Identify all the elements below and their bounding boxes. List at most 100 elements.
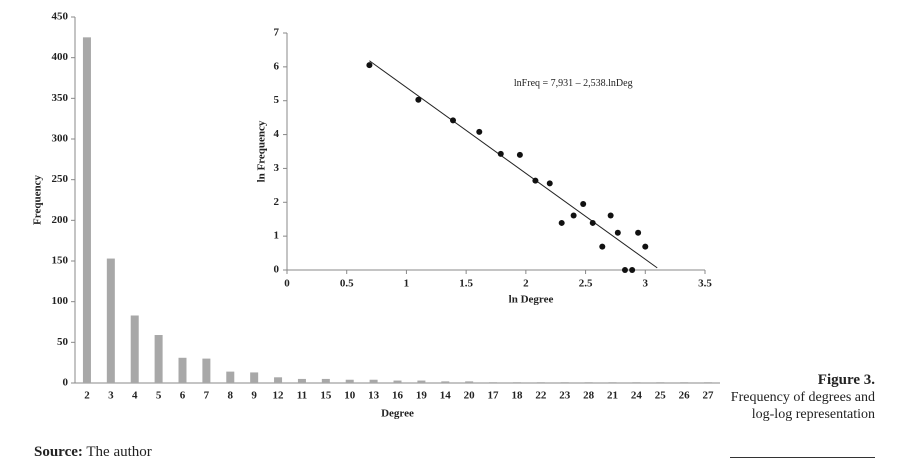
point xyxy=(599,243,606,250)
bar xyxy=(130,315,139,383)
bar xyxy=(465,381,474,383)
x-tick-label: 0 xyxy=(284,278,290,290)
y-tick-label: 1 xyxy=(274,230,280,242)
bar xyxy=(154,335,163,383)
x-tick-label: 3 xyxy=(108,390,114,402)
x-tick-label: 12 xyxy=(273,390,285,402)
bar xyxy=(608,382,617,383)
bar xyxy=(512,382,521,383)
bar xyxy=(489,382,498,383)
x-tick-label: 1 xyxy=(404,278,410,290)
point xyxy=(497,150,504,157)
x-tick-label: 5 xyxy=(156,390,162,402)
x-tick-label: 22 xyxy=(535,390,547,402)
y-tick-label: 300 xyxy=(52,133,69,145)
y-tick-label: 0 xyxy=(63,377,69,389)
bar xyxy=(297,378,306,383)
y-tick-label: 5 xyxy=(274,94,280,106)
x-tick-label: 9 xyxy=(251,390,257,402)
bar xyxy=(178,357,187,383)
y-tick-label: 6 xyxy=(274,60,280,72)
annotation: lnFreq = 7,931 – 2,538.lnDeg xyxy=(514,78,633,89)
x-tick-label: 14 xyxy=(440,390,452,402)
y-axis-title: ln Frequency xyxy=(256,120,268,182)
point xyxy=(635,229,642,236)
x-tick-label: 18 xyxy=(511,390,523,402)
source: Source: The author xyxy=(34,444,152,461)
x-tick-label: 11 xyxy=(297,390,307,402)
point xyxy=(642,243,649,250)
x-tick-label: 16 xyxy=(392,390,404,402)
x-tick-label: 25 xyxy=(655,390,667,402)
y-tick-label: 7 xyxy=(274,27,280,39)
bar xyxy=(536,382,545,383)
point xyxy=(621,267,628,273)
bar xyxy=(82,37,91,383)
y-tick-label: 400 xyxy=(52,51,69,63)
x-tick-label: 27 xyxy=(703,390,715,402)
point xyxy=(570,212,577,219)
x-tick-label: 6 xyxy=(180,390,186,402)
x-tick-label: 21 xyxy=(607,390,618,402)
bar xyxy=(584,382,593,383)
point xyxy=(614,229,621,236)
source-label: Source: xyxy=(34,444,83,460)
x-tick-label: 2.5 xyxy=(579,278,593,290)
y-tick-label: 100 xyxy=(52,295,69,307)
y-tick-label: 4 xyxy=(274,128,280,140)
y-tick-label: 450 xyxy=(52,11,69,23)
point xyxy=(476,128,483,135)
x-tick-label: 3.5 xyxy=(698,278,712,290)
rule xyxy=(730,457,875,458)
bar xyxy=(226,371,235,383)
bar xyxy=(250,372,259,383)
x-axis-title: Degree xyxy=(381,408,414,420)
bar xyxy=(345,379,354,383)
bar xyxy=(321,378,330,383)
bar xyxy=(369,379,378,383)
point xyxy=(366,62,373,69)
x-axis-title: ln Degree xyxy=(509,294,554,306)
x-tick-label: 13 xyxy=(368,390,380,402)
point xyxy=(580,200,587,207)
x-tick-label: 3 xyxy=(643,278,649,290)
point xyxy=(516,151,523,158)
x-tick-label: 28 xyxy=(583,390,595,402)
y-tick-label: 2 xyxy=(274,196,280,208)
point xyxy=(629,267,636,273)
x-tick-label: 20 xyxy=(464,390,476,402)
y-tick-label: 200 xyxy=(52,214,69,226)
bar xyxy=(656,382,665,383)
point xyxy=(589,219,596,226)
bar xyxy=(680,382,689,383)
x-tick-label: 7 xyxy=(204,390,210,402)
y-tick-label: 350 xyxy=(52,92,69,104)
x-tick-label: 0.5 xyxy=(340,278,354,290)
bar xyxy=(274,377,283,383)
source-text: The author xyxy=(86,444,152,460)
y-tick-label: 150 xyxy=(52,255,69,267)
y-tick-label: 50 xyxy=(57,336,69,348)
x-tick-label: 24 xyxy=(631,390,643,402)
x-tick-label: 2 xyxy=(84,390,90,402)
bar xyxy=(202,358,211,383)
caption-label: Figure 3. xyxy=(817,372,875,388)
bar xyxy=(704,382,713,383)
x-tick-label: 15 xyxy=(320,390,332,402)
bar xyxy=(106,258,115,383)
figure-caption: Figure 3. Frequency of degrees and log-lo… xyxy=(725,372,875,423)
x-tick-label: 23 xyxy=(559,390,571,402)
x-tick-label: 4 xyxy=(132,390,138,402)
x-tick-label: 10 xyxy=(344,390,356,402)
x-tick-label: 1.5 xyxy=(459,278,473,290)
caption-text: Frequency of degrees and log-log represe… xyxy=(730,390,875,422)
point xyxy=(546,180,553,187)
y-tick-label: 250 xyxy=(52,173,69,185)
y-axis-title: Frequency xyxy=(32,175,44,225)
y-tick-label: 0 xyxy=(274,264,280,276)
x-tick-label: 19 xyxy=(416,390,428,402)
y-tick-label: 3 xyxy=(274,162,280,174)
x-tick-label: 8 xyxy=(228,390,234,402)
